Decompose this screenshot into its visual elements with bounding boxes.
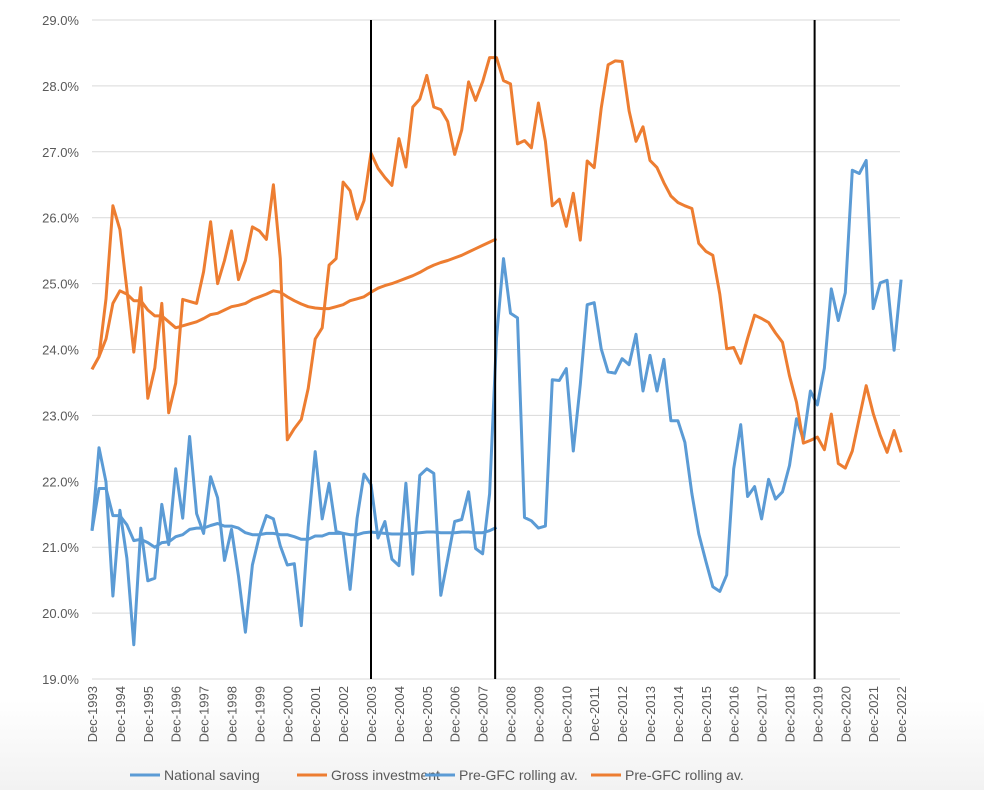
x-tick-label: Dec-1995 xyxy=(141,686,156,742)
x-tick-label: Dec-2007 xyxy=(476,686,491,742)
y-tick-label: 28.0% xyxy=(42,79,79,94)
x-tick-label: Dec-2020 xyxy=(838,686,853,742)
y-tick-label: 25.0% xyxy=(42,277,79,292)
x-tick-label: Dec-2009 xyxy=(531,686,546,742)
y-tick-label: 26.0% xyxy=(42,211,79,226)
series-line-gross-investment1 xyxy=(90,56,903,470)
y-tick-label: 24.0% xyxy=(42,343,79,358)
series-line-national-saving0 xyxy=(90,158,903,647)
x-tick-label: Dec-2019 xyxy=(810,686,825,742)
x-tick-label: Dec-2010 xyxy=(559,686,574,742)
legend: National saving Gross investment Pre-GFC r… xyxy=(130,767,744,783)
x-tick-label: Dec-2001 xyxy=(308,686,323,742)
x-tick-label: Dec-2002 xyxy=(336,686,351,742)
x-tick-label: Dec-2022 xyxy=(894,686,909,742)
x-tick-label: Dec-2011 xyxy=(587,686,602,741)
x-tick-label: Dec-1997 xyxy=(197,686,212,742)
legend-label: Gross investment xyxy=(331,767,440,783)
y-tick-label: 19.0% xyxy=(42,672,79,687)
legend-label: National saving xyxy=(164,767,260,783)
y-tick-label: 22.0% xyxy=(42,474,79,489)
x-tick-label: Dec-2017 xyxy=(755,686,770,742)
x-tick-label: Dec-2006 xyxy=(448,686,463,742)
series-lines xyxy=(90,56,903,647)
x-tick-label: Dec-2005 xyxy=(420,686,435,742)
y-tick-label: 20.0% xyxy=(42,606,79,621)
x-tick-label: Dec-2016 xyxy=(727,686,742,742)
x-tick-label: Dec-2014 xyxy=(671,686,686,742)
x-tick-label: Dec-1999 xyxy=(252,686,267,742)
legend-label: Pre-GFC rolling av. xyxy=(625,767,744,783)
y-tick-label: 29.0% xyxy=(42,13,79,28)
y-tick-label: 27.0% xyxy=(42,145,79,160)
legend-label: Pre-GFC rolling av. xyxy=(459,767,578,783)
x-tick-label: Dec-1994 xyxy=(113,686,128,742)
y-axis-ticks: 19.0% 20.0% 21.0% 22.0% 23.0% 24.0% 25.0% 26.0%… xyxy=(42,13,79,687)
x-tick-label: Dec-2013 xyxy=(643,686,658,742)
x-tick-label: Dec-2003 xyxy=(364,686,379,742)
x-axis-ticks: Dec-1993 Dec-1994 Dec-1995 Dec-1996 Dec-1997… xyxy=(85,686,909,742)
x-tick-label: Dec-2004 xyxy=(392,686,407,742)
y-tick-label: 21.0% xyxy=(42,540,79,555)
x-tick-label: Dec-2008 xyxy=(504,686,519,742)
y-tick-label: 23.0% xyxy=(42,408,79,423)
vertical-markers xyxy=(370,20,816,679)
x-tick-label: Dec-1998 xyxy=(225,686,240,742)
x-tick-label: Dec-2000 xyxy=(280,686,295,742)
x-tick-label: Dec-2015 xyxy=(699,686,714,742)
x-tick-label: Dec-1996 xyxy=(169,686,184,742)
x-tick-label: Dec-2021 xyxy=(866,686,881,742)
x-tick-label: Dec-1993 xyxy=(85,686,100,742)
x-tick-label: Dec-2018 xyxy=(783,686,798,742)
x-tick-label: Dec-2012 xyxy=(615,686,630,742)
